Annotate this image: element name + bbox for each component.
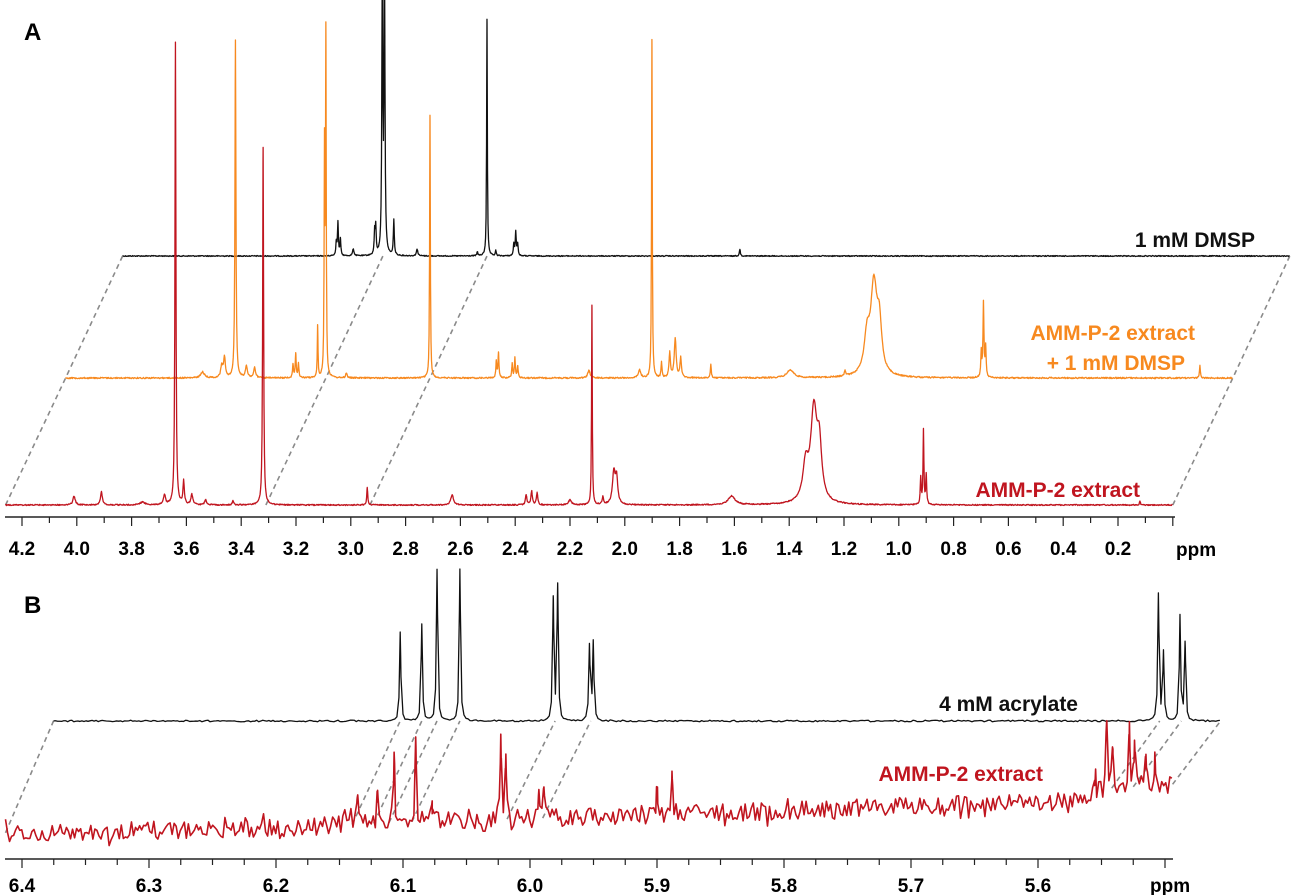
- correspondence-line: [351, 720, 401, 825]
- x-tick-label: 6.0: [517, 876, 543, 895]
- x-tick-label: 5.8: [771, 876, 797, 895]
- correspondence-line: [541, 720, 592, 819]
- x-tick-label: 3.2: [283, 539, 309, 560]
- x-tick-label: 1.8: [666, 539, 692, 560]
- x-tick-label: 5.6: [1025, 876, 1051, 895]
- x-tick-label: 6.3: [136, 876, 162, 895]
- correspondence-line: [506, 720, 556, 820]
- series-label-extract-a: AMM-P-2 extract: [975, 479, 1140, 502]
- x-tick-label: 1.2: [831, 539, 857, 560]
- frame-line-left: [4, 720, 55, 834]
- correspondence-lines-a: [4, 255, 1291, 506]
- spectrum-trace-amm-p-2-extract: [4, 719, 1173, 847]
- x-tick-label: 5.7: [898, 876, 924, 895]
- x-tick-label: 0.8: [940, 539, 966, 560]
- series-label-extract-plus-dmsp-line2: + 1 mM DMSP: [1047, 352, 1185, 375]
- correspondence-line: [369, 255, 488, 506]
- x-tick-label: 3.8: [118, 539, 144, 560]
- panel-b-letter: B: [24, 592, 41, 619]
- x-tick-label: 0.6: [995, 539, 1021, 560]
- x-tick-label: 2.6: [447, 539, 473, 560]
- x-tick-label: 0.4: [1050, 539, 1077, 560]
- x-axis-unit-b: ppm: [1150, 876, 1190, 895]
- x-tick-label: 1.4: [776, 539, 803, 560]
- spectrum-trace-amm-p-2-extract-1-mm-dmsp: [65, 21, 1233, 380]
- correspondence-line: [265, 255, 384, 506]
- x-tick-label: 3.0: [338, 539, 364, 560]
- x-tick-label: 6.2: [263, 876, 289, 895]
- panel-b: B 6.4 6.3 6.2 6.1 6.0 5.9 5.8 5.7 5.6 ppm 4 mM a…: [4, 568, 1222, 895]
- spectra-a: [4, 0, 1290, 507]
- x-tick-label: 0.2: [1105, 539, 1131, 560]
- correspondence-line: [1111, 720, 1161, 789]
- x-tick-label: 6.4: [9, 876, 36, 895]
- x-axis-a: 4.2 4.0 3.8 3.6 3.4 3.2 3.0 2.8 2.6 2.4 2.2 2.0 1.8 1…: [5, 516, 1175, 560]
- series-label-dmsp: 1 mM DMSP: [1135, 229, 1255, 252]
- panel-a-letter: A: [24, 19, 41, 46]
- series-label-extract-plus-dmsp-line1: AMM-P-2 extract: [1030, 322, 1195, 345]
- correspondence-line: [373, 720, 423, 824]
- series-label-extract-b: AMM-P-2 extract: [878, 763, 1043, 786]
- frame-line-right: [1171, 720, 1222, 785]
- frame-line-left: [4, 255, 124, 506]
- x-tick-label: 2.0: [612, 539, 638, 560]
- correspondence-line: [411, 720, 461, 823]
- x-tick-label: 3.6: [173, 539, 199, 560]
- spectra-b: [4, 568, 1220, 847]
- x-tick-label: 2.4: [502, 539, 529, 560]
- x-tick-label: 2.8: [392, 539, 418, 560]
- x-tick-label: 3.4: [228, 539, 255, 560]
- x-tick-label: 5.9: [644, 876, 670, 895]
- x-tick-label: 1.6: [721, 539, 747, 560]
- x-tick-label: 2.2: [557, 539, 583, 560]
- x-tick-label: 1.0: [886, 539, 912, 560]
- x-tick-label: 4.0: [64, 539, 90, 560]
- x-axis-b: 6.4 6.3 6.2 6.1 6.0 5.9 5.8 5.7 5.6: [5, 858, 1173, 895]
- spectrum-trace-4-mm-acrylate: [53, 568, 1220, 723]
- spectrum-trace-1-mm-dmsp: [122, 0, 1290, 258]
- x-tick-label: 4.2: [9, 539, 35, 560]
- correspondence-line: [388, 720, 438, 824]
- series-label-acrylate: 4 mM acrylate: [939, 693, 1078, 716]
- spectrum-trace-amm-p-2-extract: [4, 41, 1173, 507]
- panel-a: A 4.2 4.0 3.8 3.6 3.4 3.2 3.0 2.8 2.6 2.4 2.2 2.0 1.…: [4, 0, 1291, 561]
- frame-line-right: [1172, 255, 1291, 506]
- x-tick-label: 6.1: [390, 876, 417, 895]
- x-axis-unit-a: ppm: [1176, 540, 1216, 561]
